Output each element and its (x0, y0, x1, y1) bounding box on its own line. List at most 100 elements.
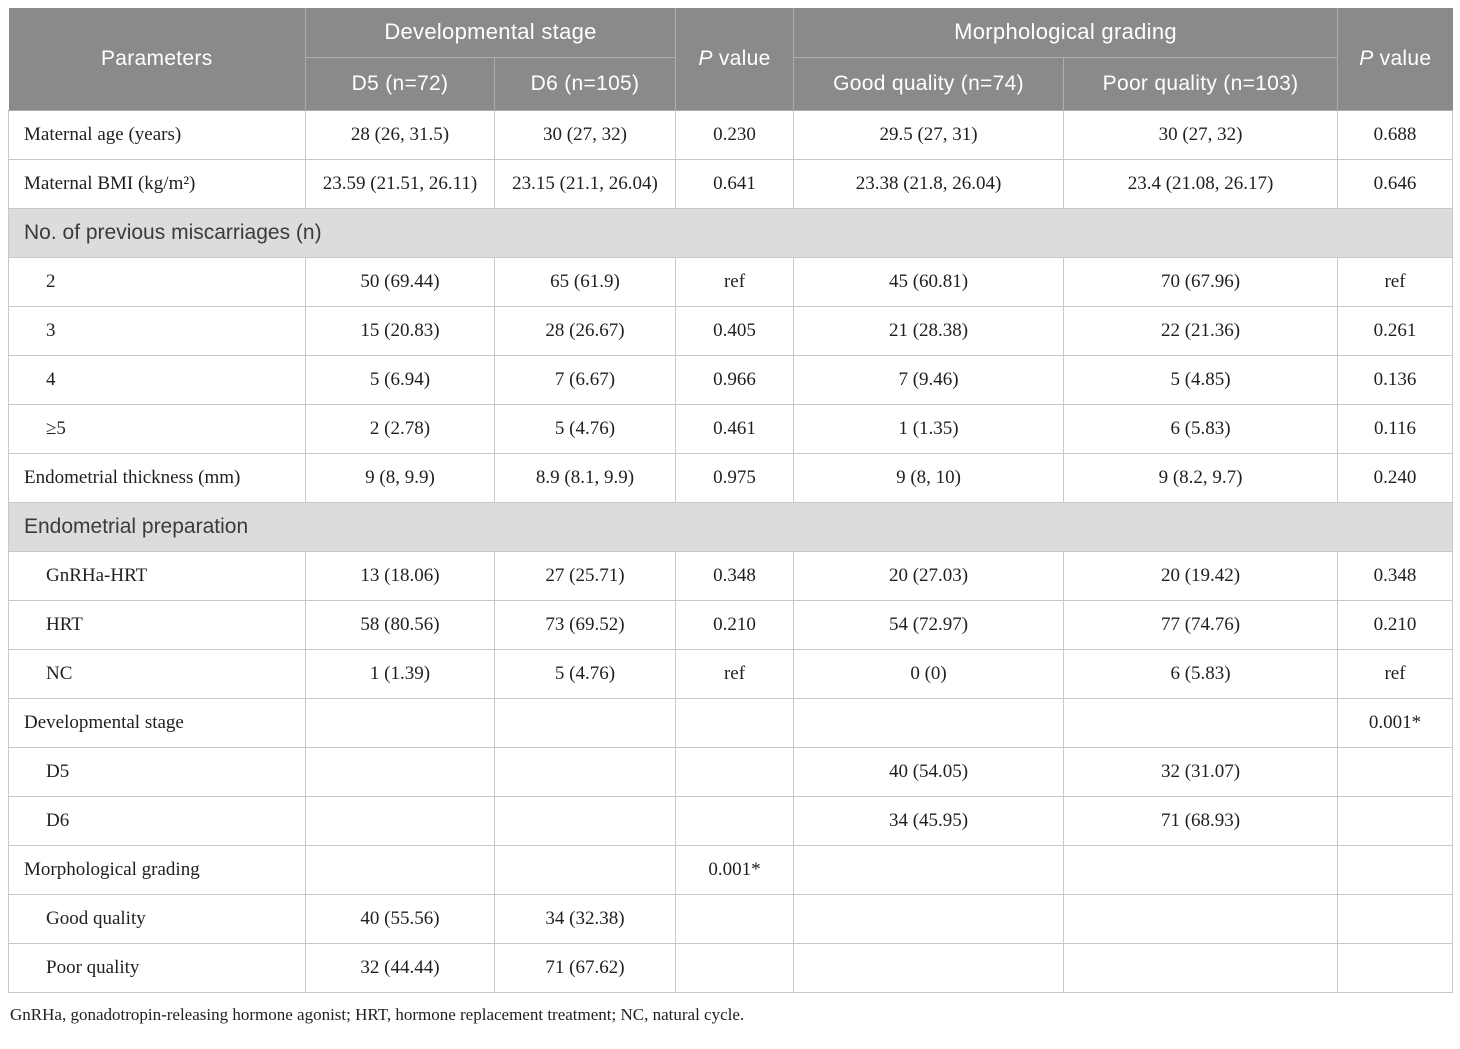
data-cell: 30 (27, 32) (1063, 109, 1339, 160)
data-cell: 0.688 (1337, 109, 1454, 160)
data-cell: 7 (6.67) (493, 354, 677, 405)
section-row: Endometrial preparation (7, 501, 1454, 552)
data-cell: 8.9 (8.1, 9.9) (493, 452, 677, 503)
data-cell: 23.38 (21.8, 26.04) (793, 158, 1065, 209)
data-cell: 20 (27.03) (793, 550, 1065, 601)
data-cell (793, 893, 1065, 944)
table-row: Morphological grading 0.001* (8, 844, 1454, 895)
data-cell (493, 697, 677, 748)
data-cell: 0 (0) (793, 648, 1065, 699)
data-cell: 7 (9.46) (793, 354, 1065, 405)
col-header-d6: D6 (n=105) (493, 56, 677, 111)
section-row: No. of previous miscarriages (n) (7, 207, 1454, 258)
data-cell: 23.15 (21.1, 26.04) (493, 158, 677, 209)
data-cell (675, 697, 795, 748)
data-cell: 0.001* (675, 844, 795, 895)
row-label: Poor quality (8, 942, 306, 993)
data-cell: 5 (4.76) (493, 403, 677, 454)
data-cell: 73 (69.52) (493, 599, 677, 650)
row-label: ≥5 (8, 403, 306, 454)
data-cell: 0.641 (675, 158, 795, 209)
table-row: NC 1 (1.39) 5 (4.76) ref 0 (0) 6 (5.83) ref (8, 648, 1454, 699)
table-row: Maternal BMI (kg/m²) 23.59 (21.51, 26.11)… (8, 158, 1454, 209)
data-cell (1063, 893, 1339, 944)
row-label: 4 (8, 354, 306, 405)
data-cell: 0.210 (1337, 599, 1454, 650)
row-label: 2 (8, 256, 306, 307)
data-cell: 23.4 (21.08, 26.17) (1063, 158, 1339, 209)
data-cell (1337, 746, 1454, 797)
data-cell (305, 844, 495, 895)
col-header-poor-quality: Poor quality (n=103) (1063, 56, 1339, 111)
data-cell: 0.646 (1337, 158, 1454, 209)
table-row: Endometrial thickness (mm) 9 (8, 9.9) 8.9 … (8, 452, 1454, 503)
row-label: D5 (8, 746, 306, 797)
data-cell: 1 (1.39) (305, 648, 495, 699)
data-cell (1063, 697, 1339, 748)
table-row: D6 34 (45.95) 71 (68.93) (8, 795, 1454, 846)
table-row: GnRHa-HRT 13 (18.06) 27 (25.71) 0.348 20 (27… (8, 550, 1454, 601)
data-cell: 34 (32.38) (493, 893, 677, 944)
p-value-italic: P (698, 46, 713, 70)
data-cell: 70 (67.96) (1063, 256, 1339, 307)
row-label: Maternal age (years) (8, 109, 306, 160)
row-label: GnRHa-HRT (8, 550, 306, 601)
data-cell: 0.966 (675, 354, 795, 405)
data-cell: 0.261 (1337, 305, 1454, 356)
data-cell: 0.405 (675, 305, 795, 356)
table-header: Parameters Developmental stage P value M… (8, 8, 1453, 111)
data-cell: 28 (26, 31.5) (305, 109, 495, 160)
data-cell (493, 844, 677, 895)
data-cell (793, 942, 1065, 993)
data-cell: 9 (8, 10) (793, 452, 1065, 503)
data-cell: 0.210 (675, 599, 795, 650)
row-label: Endometrial thickness (mm) (8, 452, 306, 503)
row-label: HRT (8, 599, 306, 650)
row-label: Developmental stage (8, 697, 306, 748)
data-cell: 50 (69.44) (305, 256, 495, 307)
data-cell (1337, 795, 1454, 846)
data-cell: 29.5 (27, 31) (793, 109, 1065, 160)
data-cell: 40 (54.05) (793, 746, 1065, 797)
table-row: ≥5 2 (2.78) 5 (4.76) 0.461 1 (1.35) 6 (5.83) 0… (8, 403, 1454, 454)
data-cell: 5 (4.85) (1063, 354, 1339, 405)
data-cell: 54 (72.97) (793, 599, 1065, 650)
row-label: Morphological grading (8, 844, 306, 895)
data-cell (305, 746, 495, 797)
data-cell: 71 (68.93) (1063, 795, 1339, 846)
data-cell (675, 942, 795, 993)
data-cell: 5 (4.76) (493, 648, 677, 699)
data-cell (675, 795, 795, 846)
section-label: Endometrial preparation (7, 501, 1454, 552)
data-cell: 34 (45.95) (793, 795, 1065, 846)
data-cell: 0.136 (1337, 354, 1454, 405)
data-cell: 20 (19.42) (1063, 550, 1339, 601)
table-row: Poor quality 32 (44.44) 71 (67.62) (8, 942, 1454, 993)
col-header-d5: D5 (n=72) (305, 56, 495, 111)
data-cell: 6 (5.83) (1063, 403, 1339, 454)
table-row: D5 40 (54.05) 32 (31.07) (8, 746, 1454, 797)
data-cell: 30 (27, 32) (493, 109, 677, 160)
data-cell (1063, 844, 1339, 895)
p-value-rest: value (1373, 46, 1432, 70)
col-header-good-quality: Good quality (n=74) (793, 56, 1065, 111)
data-cell: 5 (6.94) (305, 354, 495, 405)
p-value-italic: P (1359, 46, 1374, 70)
data-cell (1337, 942, 1454, 993)
col-header-parameters: Parameters (8, 8, 306, 111)
table-row: 3 15 (20.83) 28 (26.67) 0.405 21 (28.38) 22 (… (8, 305, 1454, 356)
col-group-morphological-grading: Morphological grading (793, 8, 1339, 58)
data-cell: 0.975 (675, 452, 795, 503)
data-cell (675, 893, 795, 944)
data-cell: ref (675, 648, 795, 699)
data-cell (1337, 893, 1454, 944)
parameters-comparison-table: Parameters Developmental stage P value M… (7, 8, 1454, 993)
table-body: Maternal age (years) 28 (26, 31.5) 30 (27,… (7, 109, 1454, 993)
table-row: Maternal age (years) 28 (26, 31.5) 30 (27,… (8, 109, 1454, 160)
data-cell: 0.348 (675, 550, 795, 601)
data-cell: 0.116 (1337, 403, 1454, 454)
data-cell (793, 844, 1065, 895)
data-cell: 15 (20.83) (305, 305, 495, 356)
data-cell: 2 (2.78) (305, 403, 495, 454)
